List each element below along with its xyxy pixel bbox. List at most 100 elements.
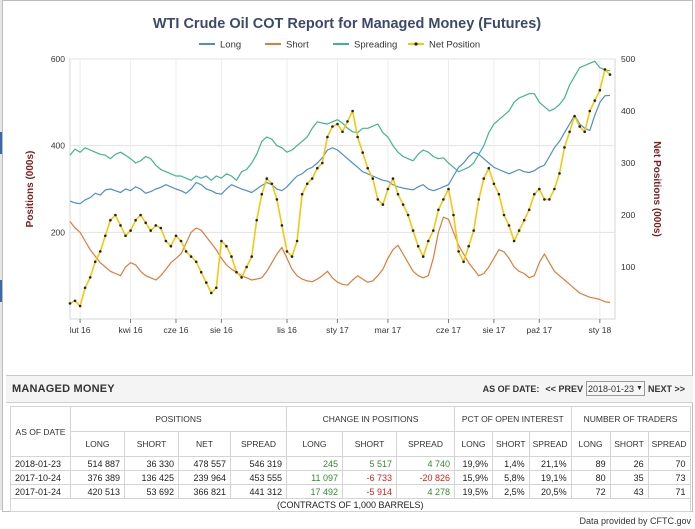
prev-date-button[interactable]: << PREV: [545, 384, 583, 394]
data-point: [598, 88, 602, 92]
page-left-strip: [0, 0, 2, 510]
date-select[interactable]: 2018-01-23 ▼: [585, 381, 645, 396]
data-point: [522, 218, 526, 222]
data-point: [144, 221, 147, 225]
x-tick-label: sty 18: [589, 325, 612, 335]
col-tr-short: SHORT: [609, 431, 649, 457]
data-point: [321, 161, 324, 165]
x-tick-label: kwi 16: [119, 325, 143, 335]
data-point: [73, 299, 77, 303]
series-line: [69, 94, 611, 205]
data-point: [104, 234, 107, 238]
next-date-button[interactable]: NEXT >>: [648, 384, 685, 394]
table-row: 2017-10-24 376 389 136 425 239 964 453 5…: [10, 470, 691, 485]
chart-legend: Long Short Spreading Net Position: [199, 40, 480, 51]
data-point: [593, 99, 597, 102]
data-point: [305, 182, 309, 186]
data-point: [169, 244, 173, 248]
row-date: 2017-10-24: [10, 470, 71, 485]
positions-header: POSITIONS: [70, 406, 287, 432]
data-point: [109, 218, 112, 222]
y-tick-left: 600: [51, 54, 65, 64]
cell-chg-long: 11 097: [286, 470, 343, 485]
cell-pct-spread: 21,1%: [528, 456, 572, 471]
data-point: [346, 120, 349, 123]
data-point: [351, 109, 354, 113]
data-point: [477, 198, 481, 201]
data-point: [507, 224, 511, 227]
x-tick-label: cze 16: [163, 325, 188, 335]
data-point: [437, 208, 440, 212]
data-point: [336, 122, 339, 126]
data-point: [310, 177, 314, 180]
y-tick-right: 300: [621, 158, 635, 168]
data-point: [139, 213, 142, 217]
data-point: [114, 213, 117, 217]
cell-tr-spread: 70: [647, 456, 691, 471]
data-point: [230, 255, 233, 258]
cell-pct-spread: 20,5%: [528, 484, 572, 499]
data-point: [215, 286, 218, 290]
data-point: [154, 224, 158, 227]
legend-label: Spreading: [354, 40, 397, 51]
cell-tr-spread: 73: [647, 470, 691, 485]
cell-net: 478 557: [178, 456, 231, 471]
side-marker: [0, 280, 2, 302]
series-line: [69, 60, 611, 181]
traders-header: NUMBER OF TRADERS: [570, 406, 691, 432]
data-point: [563, 146, 566, 149]
x-tick-label: paź 17: [527, 325, 553, 335]
data-point: [568, 130, 571, 134]
data-point: [457, 250, 460, 253]
cell-chg-long: 245: [286, 456, 343, 471]
cell-short: 36 330: [124, 456, 179, 471]
data-point: [260, 192, 264, 196]
x-tick-label: sty 17: [326, 325, 349, 335]
legend-label: Short: [286, 40, 309, 51]
y-tick-right: 100: [621, 262, 635, 272]
data-point: [295, 239, 299, 243]
data-point: [512, 239, 516, 243]
data-point: [88, 276, 92, 279]
data-point: [517, 229, 521, 232]
col-chg-short: SHORT: [342, 431, 397, 457]
cell-spread: 453 555: [230, 470, 287, 485]
cell-net: 239 964: [178, 470, 231, 485]
data-point: [210, 291, 213, 295]
data-point: [285, 250, 289, 253]
data-point: [502, 213, 506, 217]
data-point: [275, 198, 279, 201]
data-point: [578, 125, 581, 128]
cell-tr-short: 43: [609, 484, 649, 499]
panel-header: MANAGED MONEY AS OF DATE: << PREV 2018-0…: [6, 376, 693, 403]
cell-pct-long: 19,9%: [454, 456, 493, 471]
data-point: [149, 229, 152, 232]
data-point: [548, 198, 551, 201]
cell-chg-long: 17 492: [286, 484, 343, 499]
data-point: [472, 229, 476, 232]
cell-tr-spread: 71: [647, 484, 691, 499]
prev-label: PREV: [558, 383, 583, 394]
data-point: [467, 244, 471, 248]
data-credit: Data provided by CFTC.gov: [579, 516, 691, 526]
data-point: [361, 151, 365, 154]
x-tick-label: mar 17: [375, 325, 402, 335]
cell-chg-spread: 4 740: [396, 456, 455, 471]
row-date: 2018-01-23: [10, 456, 71, 471]
col-pct-spread: SPREAD: [528, 431, 572, 457]
data-point: [83, 286, 87, 290]
col-tr-long: LONG: [570, 431, 611, 457]
col-short: SHORT: [124, 431, 179, 457]
data-point: [159, 226, 163, 230]
data-point: [255, 218, 258, 222]
data-point: [270, 182, 274, 186]
table-footer: (CONTRACTS OF 1,000 BARRELS): [10, 498, 691, 512]
x-tick-label: sie 16: [210, 325, 233, 335]
x-tick-label: lis 16: [277, 325, 297, 335]
as-of-label: AS OF DATE:: [482, 383, 540, 394]
row-date: 2017-01-24: [10, 484, 71, 499]
data-point: [462, 260, 465, 264]
data-point: [421, 255, 425, 258]
data-point: [442, 198, 445, 201]
cell-short: 136 425: [124, 470, 179, 485]
